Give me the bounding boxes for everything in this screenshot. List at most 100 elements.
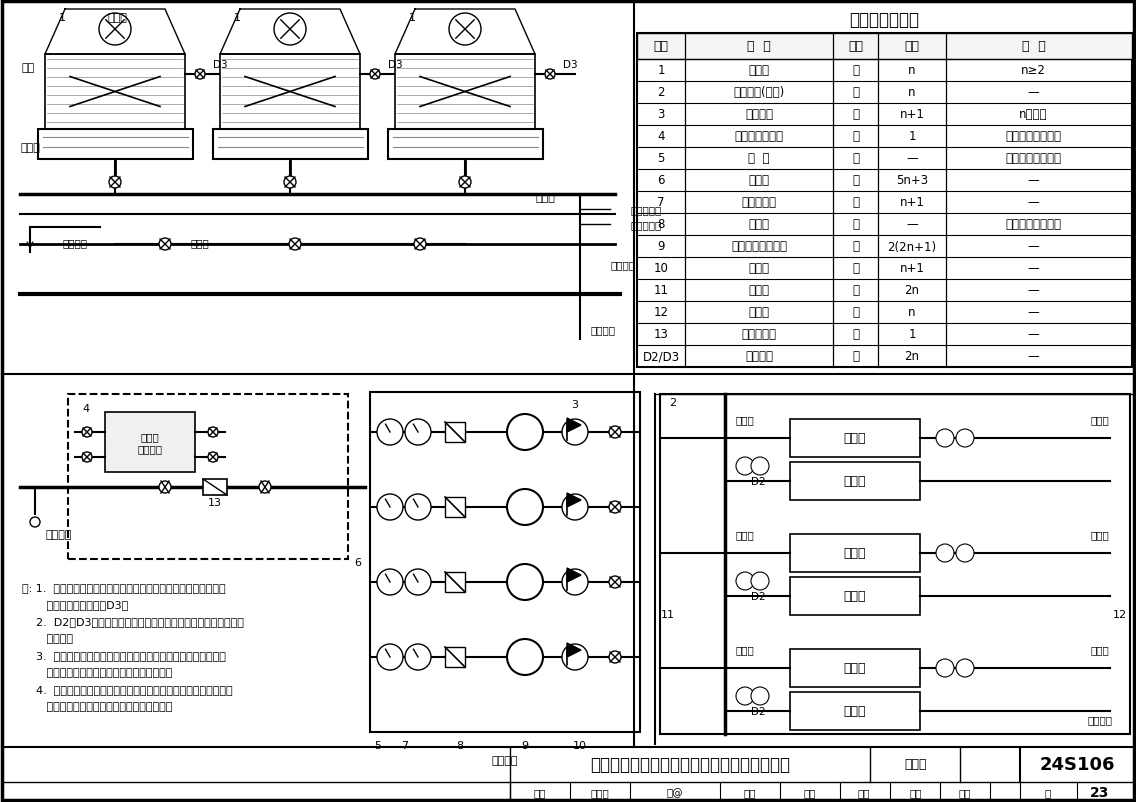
Text: 冷却塔: 冷却塔 [749,64,769,78]
Text: 排污放空: 排污放空 [62,237,87,248]
Text: 台: 台 [852,64,859,78]
Circle shape [562,644,588,670]
Circle shape [159,481,172,493]
Text: n≥2: n≥2 [1021,64,1046,78]
Circle shape [377,419,403,445]
Text: 根据工程情况选用: 根据工程情况选用 [1005,131,1061,144]
Text: 台: 台 [852,108,859,121]
Text: 3: 3 [658,108,665,121]
Polygon shape [567,419,580,432]
Text: 2: 2 [658,87,665,99]
Text: 10: 10 [573,740,587,750]
Text: n+1: n+1 [900,262,925,275]
Text: 系统补水: 系统补水 [610,260,635,269]
Circle shape [99,14,131,46]
Circle shape [957,659,974,677]
Text: 自动补水管: 自动补水管 [630,205,661,215]
Circle shape [957,545,974,562]
Text: 填料: 填料 [22,63,34,73]
Text: 制冷机组(水冷): 制冷机组(水冷) [734,87,785,99]
Circle shape [562,494,588,520]
Text: 个: 个 [852,218,859,231]
Text: 李秀: 李秀 [910,787,922,797]
Text: n: n [909,306,916,319]
Text: 1: 1 [234,13,241,23]
Text: 台: 台 [852,87,859,99]
Text: 名  称: 名 称 [747,40,771,54]
Text: 个: 个 [852,350,859,363]
Text: 循环水泵: 循环水泵 [745,108,772,121]
Text: n: n [909,87,916,99]
Circle shape [377,569,403,595]
Text: 套: 套 [852,328,859,341]
Circle shape [751,457,769,476]
Text: n: n [909,64,916,78]
Text: 截止阀: 截止阀 [749,218,769,231]
Polygon shape [395,10,535,55]
Text: 11: 11 [653,284,668,297]
Text: 压力表: 压力表 [749,174,769,187]
Bar [660,395,1130,734]
Text: 制时，可取消电动阀D3。: 制时，可取消电动阀D3。 [22,599,128,610]
Text: 无冷却水池、干管制合流进水系统（前置式）: 无冷却水池、干管制合流进水系统（前置式） [590,755,790,773]
Text: 断功能。: 断功能。 [22,634,73,643]
Circle shape [562,569,588,595]
Circle shape [936,659,954,677]
Text: 可曲挠橡胶管接头: 可曲挠橡胶管接头 [730,241,787,253]
Text: n用一备: n用一备 [1019,108,1047,121]
Circle shape [936,429,954,448]
Text: 个: 个 [852,152,859,165]
Text: —: — [907,152,918,165]
Text: 套: 套 [852,174,859,187]
Text: 7: 7 [401,740,409,750]
Bar [790,692,920,730]
Text: 流量调节阀: 流量调节阀 [742,328,777,341]
Circle shape [562,419,588,445]
Text: 冷冻水: 冷冻水 [736,644,754,654]
Circle shape [751,687,769,705]
Text: 1: 1 [909,131,916,144]
Text: —: — [1028,196,1039,209]
Text: 套: 套 [852,284,859,297]
Text: 个: 个 [852,262,859,275]
Text: 4.  本图所示自动水处理装置的形式和位置仅为示意，具体选用形: 4. 本图所示自动水处理装置的形式和位置仅为示意，具体选用形 [22,684,233,695]
Text: 3: 3 [571,399,578,410]
Circle shape [736,687,754,705]
Text: 根据系统需要设置: 根据系统需要设置 [1005,152,1061,165]
Text: —: — [1028,284,1039,297]
Text: 主要设备器材表: 主要设备器材表 [850,11,919,29]
Circle shape [377,644,403,670]
Bar [445,647,465,667]
Text: 电动阀门: 电动阀门 [745,350,772,363]
Text: 冷凝器: 冷凝器 [844,589,867,603]
Text: 吴平: 吴平 [804,787,817,797]
Text: 冷冻水: 冷冻水 [1091,415,1110,424]
Text: 冷凝器: 冷凝器 [844,705,867,718]
Text: —: — [1028,350,1039,363]
Text: 数量: 数量 [904,40,919,54]
Text: n+1: n+1 [900,108,925,121]
Text: 9: 9 [521,740,528,750]
Text: 集水盘: 集水盘 [535,192,556,203]
Circle shape [406,419,431,445]
Text: 手动补水管: 手动补水管 [630,220,661,229]
Bar [395,55,535,130]
Text: 冷冻水: 冷冻水 [1091,529,1110,539]
Text: 6: 6 [354,557,361,567]
Text: 1: 1 [409,13,416,23]
Text: 蒸发器: 蒸发器 [844,662,867,674]
Text: 2n: 2n [904,284,919,297]
Text: —: — [1028,241,1039,253]
Text: D3: D3 [562,60,577,70]
Text: 根据系统需要设置: 根据系统需要设置 [1005,218,1061,231]
Text: 2n: 2n [904,350,919,363]
Bar [220,55,360,130]
Text: 套: 套 [852,306,859,319]
Circle shape [406,569,431,595]
Text: 1: 1 [58,13,66,23]
Text: 台: 台 [852,131,859,144]
Circle shape [159,239,172,251]
Text: 8: 8 [457,740,463,750]
Text: 23: 23 [1091,785,1110,799]
Circle shape [208,452,218,463]
